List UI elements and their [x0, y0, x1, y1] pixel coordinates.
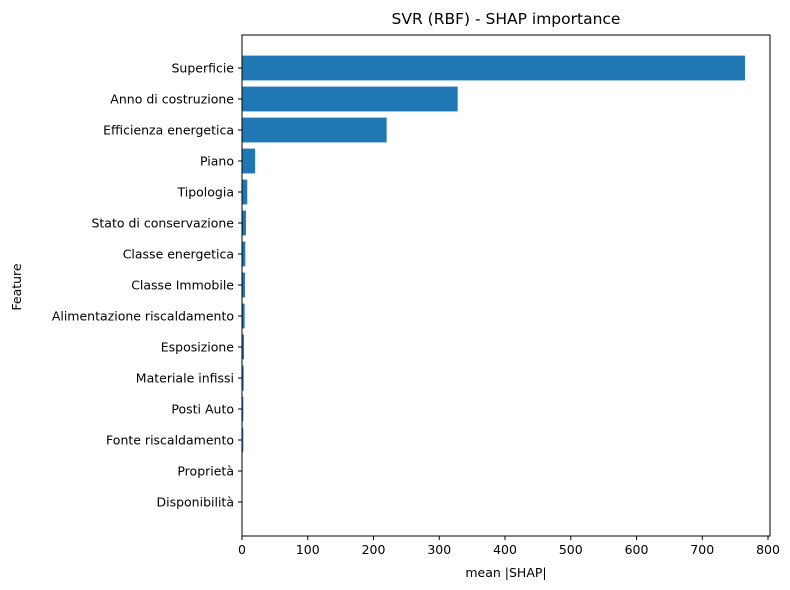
bar-12 [242, 427, 244, 453]
y-tick-label: Disponibilità [156, 495, 234, 510]
x-ticks-group: 0 100 200 300 400 500 600 700 800 [238, 536, 780, 557]
y-tick-label: Efficienza energetica [103, 123, 234, 138]
bar-5 [242, 210, 246, 236]
y-tick-label: Proprietà [177, 464, 234, 479]
x-tick-label: 200 [362, 542, 386, 557]
x-tick-label: 400 [493, 542, 517, 557]
y-tick-label: Alimentazione riscaldamento [52, 309, 234, 324]
x-tick-label: 100 [296, 542, 320, 557]
bars-group [242, 55, 746, 515]
y-tick-label: Superficie [171, 61, 234, 76]
y-tick-label: Piano [200, 154, 234, 169]
x-tick-label: 500 [559, 542, 583, 557]
bar-11 [242, 396, 244, 422]
bar-9 [242, 334, 244, 360]
bar-8 [242, 303, 245, 329]
bar-2 [242, 117, 387, 143]
x-axis-label: mean |SHAP| [465, 565, 546, 580]
bar-6 [242, 241, 246, 267]
y-tick-label: Anno di costruzione [110, 92, 234, 107]
y-tick-label: Esposizione [161, 340, 235, 355]
y-tick-label: Posti Auto [171, 402, 234, 417]
bar-4 [242, 179, 248, 205]
y-ticks-group: Superficie Anno di costruzione Efficienza … [52, 61, 242, 510]
bar-3 [242, 148, 256, 174]
y-tick-label: Tipologia [177, 185, 235, 200]
chart-title: SVR (RBF) - SHAP importance [392, 10, 621, 28]
y-tick-label: Fonte riscaldamento [106, 433, 234, 448]
x-tick-label: 700 [690, 542, 714, 557]
y-tick-label: Classe energetica [123, 247, 234, 262]
bar-1 [242, 86, 458, 112]
plot-frame [241, 34, 771, 537]
bar-7 [242, 272, 245, 298]
y-tick-label: Classe Immobile [131, 278, 234, 293]
y-axis-label: Feature [9, 263, 24, 311]
bar-10 [242, 365, 244, 391]
y-tick-label: Stato di conservazione [91, 216, 234, 231]
x-tick-label: 800 [756, 542, 780, 557]
y-tick-label: Materiale infissi [136, 371, 234, 386]
x-tick-label: 600 [625, 542, 649, 557]
bar-0 [242, 55, 746, 81]
x-tick-label: 300 [427, 542, 451, 557]
x-tick-label: 0 [238, 542, 246, 557]
